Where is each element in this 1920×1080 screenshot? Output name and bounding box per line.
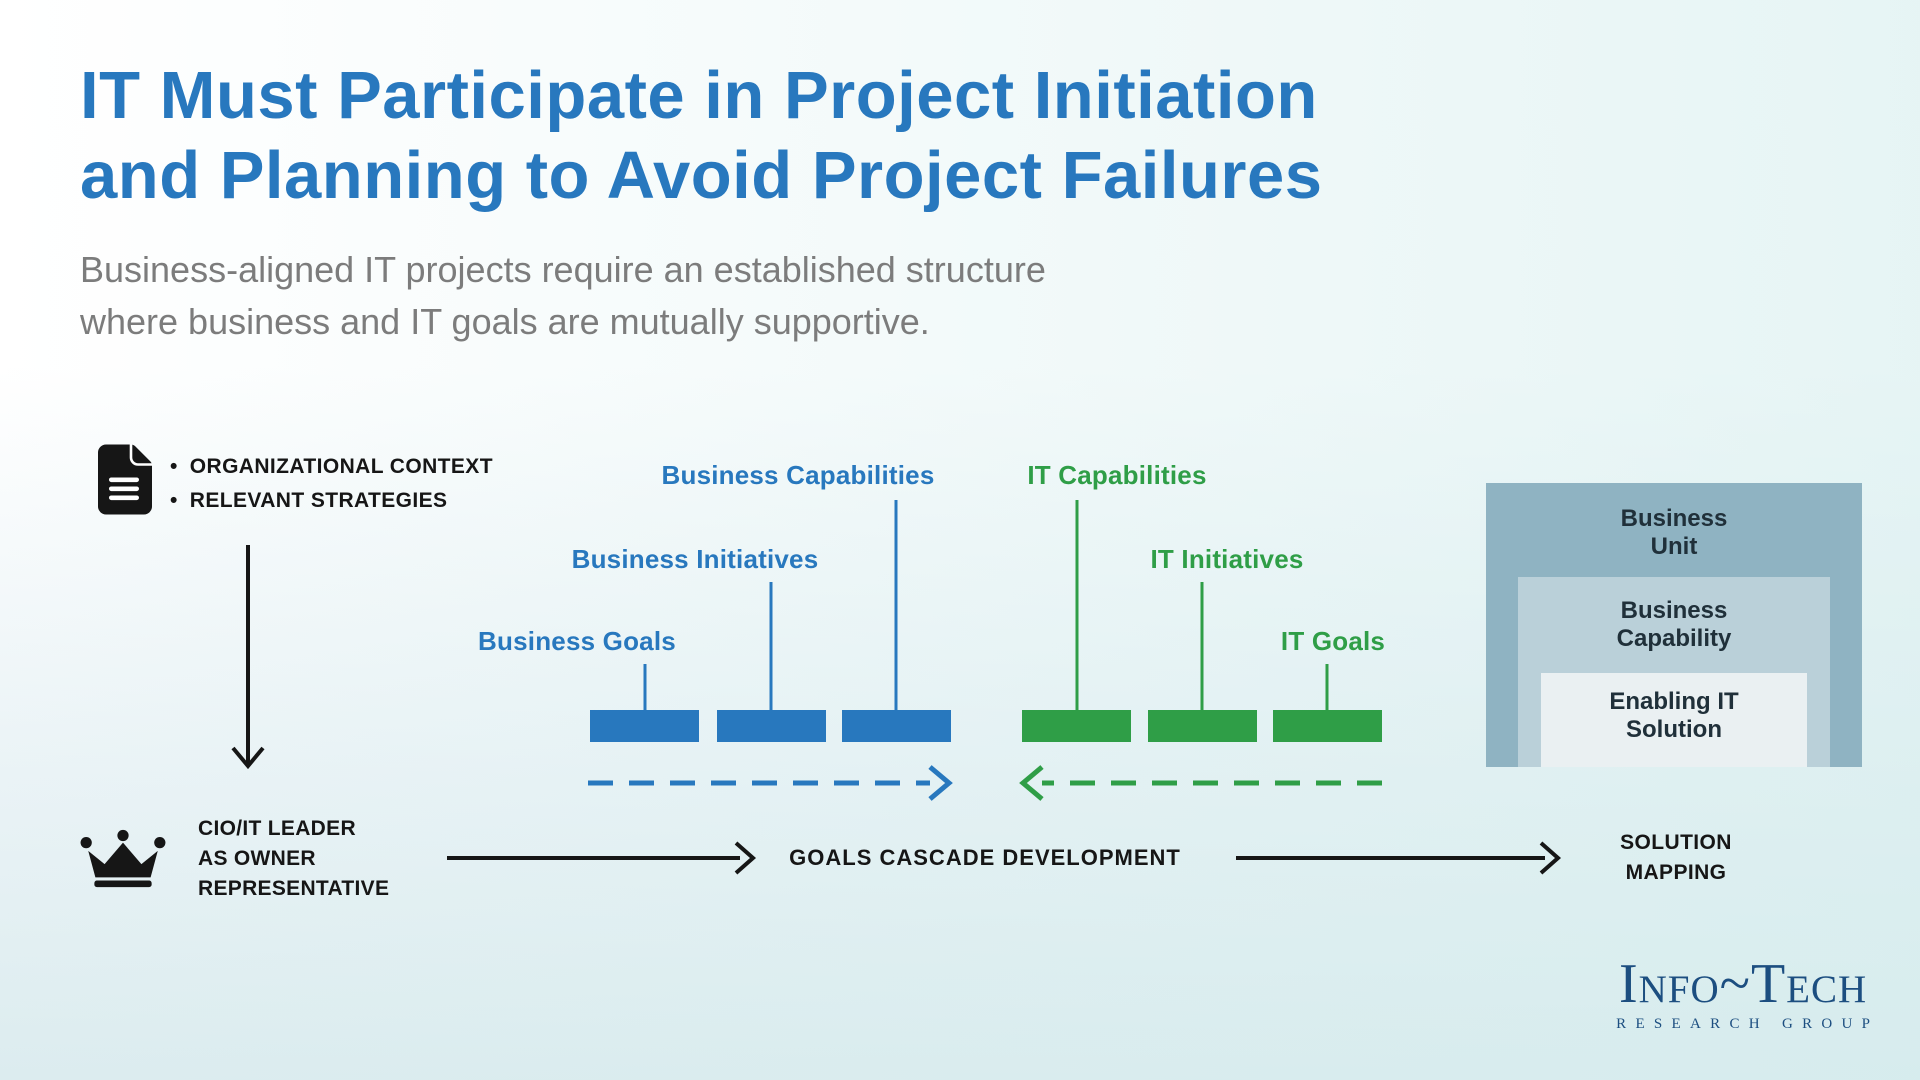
business-capability-box: Business Capability Enabling IT Solution <box>1518 577 1830 767</box>
owner-line-3: REPRESENTATIVE <box>198 877 390 900</box>
business-initiatives-bar <box>717 710 826 742</box>
owner-line-1: CIO/IT LEADER <box>198 817 356 840</box>
business-unit-box: Business Unit Business Capability Enabli… <box>1486 483 1862 767</box>
arrow-cascade-to-solution <box>1236 841 1562 875</box>
business-dashed-arrow <box>588 765 953 801</box>
business-goals-bar <box>590 710 699 742</box>
business-goals-label: Business Goals <box>478 626 676 656</box>
arrow-owner-to-cascade <box>447 841 757 875</box>
business-capabilities-bar <box>842 710 951 742</box>
business-capabilities-label: Business Capabilities <box>661 460 935 490</box>
solution-mapping-line-1: SOLUTION <box>1620 831 1732 854</box>
info-tech-logo: Info~Tech RESEARCH GROUP <box>1616 956 1870 1033</box>
business-connector-lines <box>643 500 898 710</box>
it-capabilities-bar <box>1022 710 1131 742</box>
page-title: IT Must Participate in Project Initiatio… <box>80 56 1323 217</box>
it-goals-label: IT Goals <box>1280 626 1386 656</box>
owner-representative-label: CIO/IT LEADER AS OWNER REPRESENTATIVE <box>198 814 389 904</box>
crown-icon <box>80 829 166 888</box>
title-line-1: IT Must Participate in Project Initiatio… <box>80 58 1318 133</box>
it-initiatives-bar <box>1148 710 1257 742</box>
it-dashed-arrow <box>1019 765 1382 801</box>
business-capability-label: Business Capability <box>1616 597 1732 652</box>
it-initiatives-label: IT Initiatives <box>1150 544 1304 574</box>
solution-mapping-line-2: MAPPING <box>1625 861 1727 884</box>
logo-wordmark: Info~Tech <box>1618 953 1868 1015</box>
business-initiatives-label: Business Initiatives <box>571 544 819 574</box>
document-icon <box>98 444 152 515</box>
subtitle-line-2: where business and IT goals are mutually… <box>80 301 930 343</box>
down-arrow <box>231 545 265 770</box>
context-bullet-list: ORGANIZATIONAL CONTEXT RELEVANT STRATEGI… <box>170 450 493 518</box>
enabling-it-solution-label: Enabling IT Solution <box>1609 688 1739 743</box>
context-bullet-1: ORGANIZATIONAL CONTEXT <box>170 450 493 484</box>
subtitle-line-1: Business-aligned IT projects require an … <box>80 249 1046 290</box>
business-unit-label: Business Unit <box>1620 505 1728 560</box>
owner-line-2: AS OWNER <box>198 847 316 870</box>
enabling-it-solution-box: Enabling IT Solution <box>1541 673 1807 767</box>
title-line-2: and Planning to Avoid Project Failures <box>80 138 1323 214</box>
logo-tagline: RESEARCH GROUP <box>1616 1016 1880 1032</box>
goals-cascade-development-label: GOALS CASCADE DEVELOPMENT <box>789 845 1181 870</box>
it-capabilities-label: IT Capabilities <box>1027 460 1207 490</box>
it-connector-lines <box>1075 500 1329 710</box>
context-bullet-2: RELEVANT STRATEGIES <box>170 484 493 518</box>
it-goals-bar <box>1273 710 1382 742</box>
page-subtitle: Business-aligned IT projects require an … <box>80 244 1046 348</box>
solution-mapping-label: SOLUTION MAPPING <box>1620 828 1732 888</box>
